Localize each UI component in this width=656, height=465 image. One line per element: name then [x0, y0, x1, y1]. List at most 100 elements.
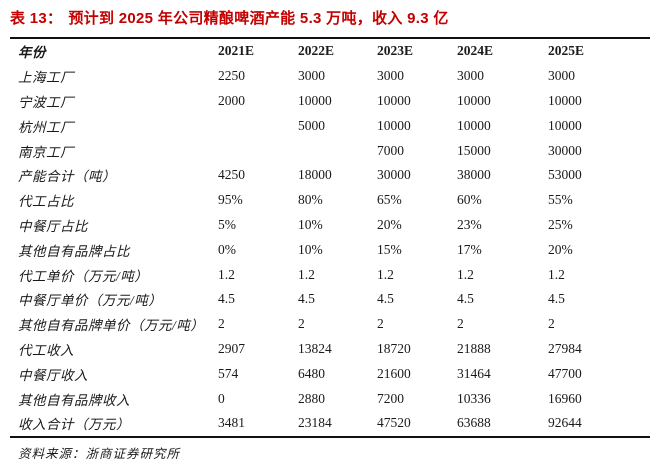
cell-value: 95%: [218, 192, 243, 208]
table-row: 代工占比 95% 80% 65% 60% 55%: [18, 188, 650, 213]
table-title: 表 13： 预计到 2025 年公司精酿啤酒产能 5.3 万吨，收入 9.3 亿: [10, 8, 650, 30]
table-row: 代工单价（万元/吨） 1.2 1.2 1.2 1.2 1.2: [18, 262, 650, 287]
row-label: 中餐厅收入: [18, 367, 88, 383]
cell-value: 10336: [457, 390, 491, 406]
header-year-label: 年份: [18, 45, 46, 61]
cell-value: 60%: [457, 192, 482, 208]
cell-value: 31464: [457, 365, 491, 381]
cell-value: 0%: [218, 241, 236, 257]
cell-value: 2907: [218, 340, 245, 356]
row-label: 上海工厂: [18, 70, 74, 86]
row-label: 其他自有品牌收入: [18, 392, 130, 408]
cell-value: 10%: [298, 216, 323, 232]
cell-value: 27984: [548, 340, 582, 356]
cell-value: 47520: [377, 415, 411, 431]
cell-value: 5%: [218, 216, 236, 232]
cell-value: 10000: [298, 92, 332, 108]
cell-value: 2000: [218, 92, 245, 108]
row-label: 中餐厅占比: [18, 218, 88, 234]
cell-value: 30000: [377, 167, 411, 183]
header-col-2025e: 2025E: [548, 43, 585, 59]
row-label: 南京工厂: [18, 144, 74, 160]
cell-value: 92644: [548, 415, 582, 431]
cell-value: 47700: [548, 365, 582, 381]
capacity-revenue-table: 年份 2021E 2022E 2023E 2024E 2025E 上海工厂 225…: [10, 39, 650, 436]
table-row: 其他自有品牌收入 0 2880 7200 10336 16960: [18, 386, 650, 411]
cell-value: 53000: [548, 167, 582, 183]
cell-value: 3481: [218, 415, 245, 431]
cell-value: 4.5: [457, 291, 474, 307]
table-row: 宁波工厂 2000 10000 10000 10000 10000: [18, 89, 650, 114]
table-row: 中餐厅收入 574 6480 21600 31464 47700: [18, 361, 650, 386]
table-row: 其他自有品牌占比 0% 10% 15% 17% 20%: [18, 237, 650, 262]
table-row: 代工收入 2907 13824 18720 21888 27984: [18, 337, 650, 362]
cell-value: 10%: [298, 241, 323, 257]
cell-value: 7200: [377, 390, 404, 406]
cell-value: 18000: [298, 167, 332, 183]
row-label: 其他自有品牌占比: [18, 243, 130, 259]
cell-value: 3000: [377, 68, 404, 84]
table-row: 南京工厂 7000 15000 30000: [18, 138, 650, 163]
header-col-2021e: 2021E: [218, 43, 255, 59]
cell-value: 2: [377, 316, 384, 332]
row-label: 代工收入: [18, 342, 74, 358]
cell-value: 4.5: [218, 291, 235, 307]
cell-value: 2: [298, 316, 305, 332]
cell-value: 4250: [218, 167, 245, 183]
cell-value: 55%: [548, 192, 573, 208]
cell-value: 15000: [457, 142, 491, 158]
top-rule: [10, 37, 650, 39]
table-row: 中餐厅单价（万元/吨） 4.5 4.5 4.5 4.5 4.5: [18, 287, 650, 312]
cell-value: 7000: [377, 142, 404, 158]
cell-value: 13824: [298, 340, 332, 356]
cell-value: 17%: [457, 241, 482, 257]
cell-value: 3000: [298, 68, 325, 84]
cell-value: 1.2: [298, 266, 315, 282]
row-label: 产能合计（吨）: [18, 169, 116, 185]
table-row: 中餐厅占比 5% 10% 20% 23% 25%: [18, 213, 650, 238]
cell-value: 1.2: [218, 266, 235, 282]
row-label: 代工单价（万元/吨）: [18, 268, 149, 284]
bottom-rule: [10, 435, 650, 438]
cell-value: 1.2: [548, 266, 565, 282]
header-col-2023e: 2023E: [377, 43, 414, 59]
table-row: 产能合计（吨） 4250 18000 30000 38000 53000: [18, 163, 650, 188]
table-row: 上海工厂 2250 3000 3000 3000 3000: [18, 64, 650, 89]
cell-value: 23184: [298, 415, 332, 431]
cell-value: 2250: [218, 68, 245, 84]
table-row: 收入合计（万元） 3481 23184 47520 63688 92644: [18, 411, 650, 436]
row-label: 宁波工厂: [18, 94, 74, 110]
row-label: 杭州工厂: [18, 119, 74, 135]
cell-value: 2: [548, 316, 555, 332]
cell-value: 23%: [457, 216, 482, 232]
cell-value: 2880: [298, 390, 325, 406]
header-col-2024e: 2024E: [457, 43, 494, 59]
table-row: 杭州工厂 5000 10000 10000 10000: [18, 113, 650, 138]
cell-value: 20%: [377, 216, 402, 232]
cell-value: 1.2: [457, 266, 474, 282]
table-body: 上海工厂 2250 3000 3000 3000 3000 宁波工厂 2000 10000 100…: [18, 64, 650, 436]
cell-value: 5000: [298, 117, 325, 133]
cell-value: 574: [218, 365, 239, 381]
cell-value: 1.2: [377, 266, 394, 282]
cell-value: 21600: [377, 365, 411, 381]
cell-value: 20%: [548, 241, 573, 257]
row-label: 中餐厅单价（万元/吨）: [18, 293, 163, 309]
source-note: 资料来源：浙商证券研究所: [18, 446, 181, 461]
cell-value: 63688: [457, 415, 491, 431]
cell-value: 65%: [377, 192, 402, 208]
cell-value: 18720: [377, 340, 411, 356]
table-number: 表 13：: [10, 10, 63, 27]
cell-value: 3000: [548, 68, 575, 84]
cell-value: 4.5: [548, 291, 565, 307]
cell-value: 10000: [377, 117, 411, 133]
cell-value: 10000: [548, 92, 582, 108]
table-header-row: 年份 2021E 2022E 2023E 2024E 2025E: [18, 39, 650, 64]
cell-value: 15%: [377, 241, 402, 257]
cell-value: 10000: [548, 117, 582, 133]
table-row: 其他自有品牌单价（万元/吨） 2 2 2 2 2: [18, 312, 650, 337]
cell-value: 38000: [457, 167, 491, 183]
cell-value: 16960: [548, 390, 582, 406]
cell-value: 30000: [548, 142, 582, 158]
